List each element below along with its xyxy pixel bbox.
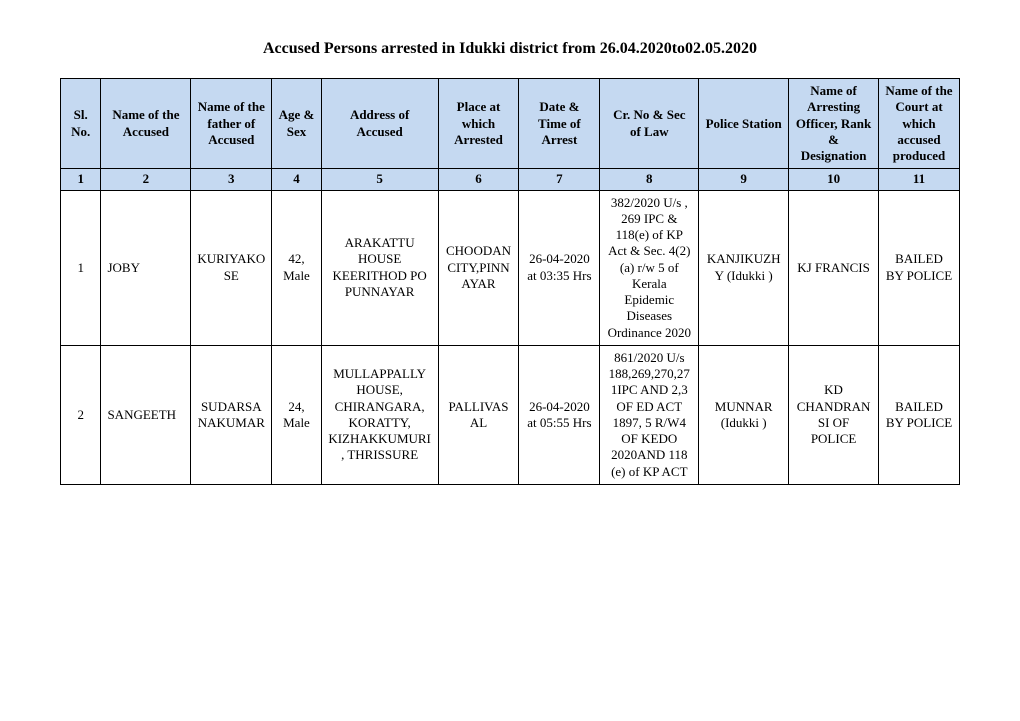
col-header-address: Address of Accused xyxy=(321,79,438,169)
cell-court: BAILED BY POLICE xyxy=(879,190,960,345)
cell-cr: 861/2020 U/s 188,269,270,271IPC AND 2,3 … xyxy=(600,345,699,484)
table-body: 1 JOBY KURIYAKOSE 42, Male ARAKATTU HOUS… xyxy=(61,190,960,484)
cell-sl: 1 xyxy=(61,190,101,345)
column-number-row: 1 2 3 4 5 6 7 8 9 10 11 xyxy=(61,169,960,190)
cell-sl: 2 xyxy=(61,345,101,484)
cell-address: ARAKATTU HOUSE KEERITHOD PO PUNNAYAR xyxy=(321,190,438,345)
col-header-cr: Cr. No & Sec of Law xyxy=(600,79,699,169)
col-num: 1 xyxy=(61,169,101,190)
cell-datetime: 26-04-2020 at 05:55 Hrs xyxy=(519,345,600,484)
cell-father: SUDARSANAKUMAR xyxy=(191,345,272,484)
cell-court: BAILED BY POLICE xyxy=(879,345,960,484)
table-row: 1 JOBY KURIYAKOSE 42, Male ARAKATTU HOUS… xyxy=(61,190,960,345)
col-num: 5 xyxy=(321,169,438,190)
header-row: Sl. No. Name of the Accused Name of the … xyxy=(61,79,960,169)
cell-station: KANJIKUZHY (Idukki ) xyxy=(699,190,789,345)
col-header-name: Name of the Accused xyxy=(101,79,191,169)
col-num: 10 xyxy=(789,169,879,190)
col-num: 11 xyxy=(879,169,960,190)
col-header-age-sex: Age & Sex xyxy=(272,79,321,169)
cell-cr: 382/2020 U/s , 269 IPC & 118(e) of KP Ac… xyxy=(600,190,699,345)
col-num: 4 xyxy=(272,169,321,190)
col-num: 9 xyxy=(699,169,789,190)
cell-place: PALLIVASAL xyxy=(438,345,519,484)
col-num: 3 xyxy=(191,169,272,190)
cell-datetime: 26-04-2020 at 03:35 Hrs xyxy=(519,190,600,345)
cell-father: KURIYAKOSE xyxy=(191,190,272,345)
cell-place: CHOODAN CITY,PINNAYAR xyxy=(438,190,519,345)
col-num: 2 xyxy=(101,169,191,190)
cell-age-sex: 24, Male xyxy=(272,345,321,484)
cell-name: SANGEETH xyxy=(101,345,191,484)
col-num: 7 xyxy=(519,169,600,190)
col-header-datetime: Date & Time of Arrest xyxy=(519,79,600,169)
cell-officer: KD CHANDRAN SI OF POLICE xyxy=(789,345,879,484)
col-num: 6 xyxy=(438,169,519,190)
col-header-sl: Sl. No. xyxy=(61,79,101,169)
page-title: Accused Persons arrested in Idukki distr… xyxy=(60,40,960,58)
col-header-place: Place at which Arrested xyxy=(438,79,519,169)
cell-station: MUNNAR (Idukki ) xyxy=(699,345,789,484)
col-header-officer: Name of Arresting Officer, Rank & Design… xyxy=(789,79,879,169)
cell-name: JOBY xyxy=(101,190,191,345)
col-header-court: Name of the Court at which accused produ… xyxy=(879,79,960,169)
cell-officer: KJ FRANCIS xyxy=(789,190,879,345)
cell-address: MULLAPPALLY HOUSE, CHIRANGARA, KORATTY, … xyxy=(321,345,438,484)
col-header-station: Police Station xyxy=(699,79,789,169)
table-row: 2 SANGEETH SUDARSANAKUMAR 24, Male MULLA… xyxy=(61,345,960,484)
accused-table: Sl. No. Name of the Accused Name of the … xyxy=(60,78,960,485)
col-header-father: Name of the father of Accused xyxy=(191,79,272,169)
cell-age-sex: 42, Male xyxy=(272,190,321,345)
col-num: 8 xyxy=(600,169,699,190)
